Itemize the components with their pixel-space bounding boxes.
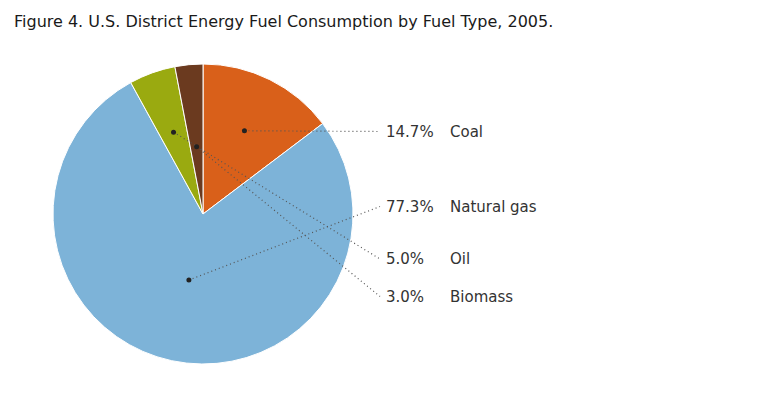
svg-text:Oil: Oil — [450, 250, 470, 268]
svg-text:3.0%: 3.0% — [386, 288, 424, 306]
svg-text:14.7%: 14.7% — [386, 123, 434, 141]
svg-text:77.3%: 77.3% — [386, 198, 434, 216]
svg-text:5.0%: 5.0% — [386, 250, 424, 268]
html-text:Figure 4. U.S. District Energy: Figure 4. U.S. District Energy Fuel Cons… — [14, 12, 554, 31]
svg-text:Coal: Coal — [450, 123, 483, 141]
svg-text:Natural gas: Natural gas — [450, 198, 537, 216]
svg-text:Biomass: Biomass — [450, 288, 513, 306]
